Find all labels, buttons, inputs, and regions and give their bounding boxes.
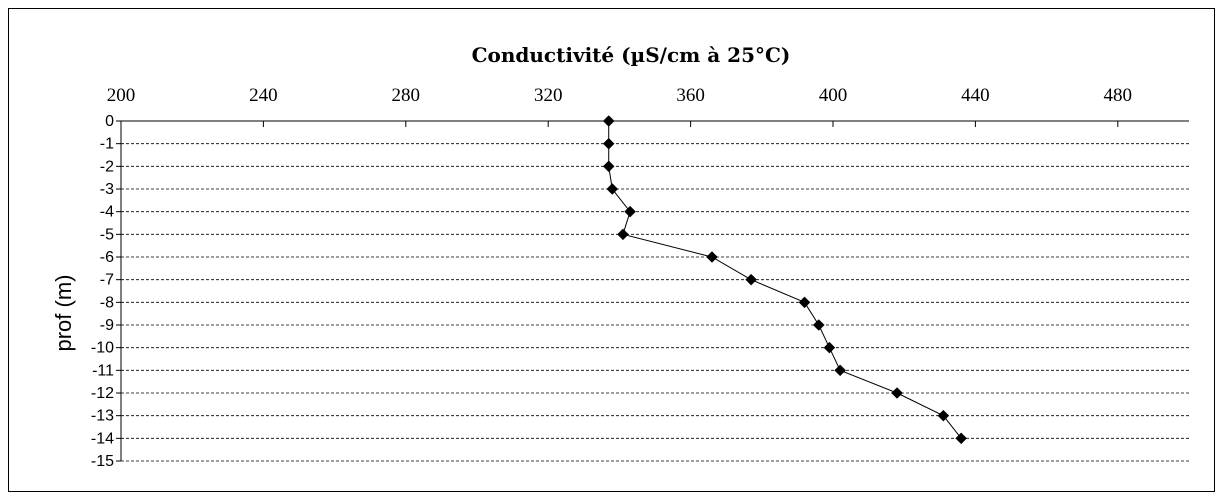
chart-title: Conductivité (µS/cm à 25°C) bbox=[472, 43, 791, 67]
axes bbox=[116, 120, 1189, 462]
data-point-marker bbox=[937, 409, 950, 422]
data-point-marker bbox=[798, 296, 811, 309]
data-point-marker bbox=[812, 319, 825, 331]
x-tick-label: 360 bbox=[676, 85, 705, 106]
x-tick-label: 480 bbox=[1104, 85, 1133, 106]
y-tick-label: -8 bbox=[100, 294, 114, 311]
y-tick-label: -5 bbox=[100, 226, 114, 243]
y-tick-label: -1 bbox=[100, 136, 114, 153]
y-tick-label: -13 bbox=[91, 408, 114, 425]
x-tick-label: 440 bbox=[961, 85, 990, 106]
data-point-marker bbox=[834, 364, 846, 377]
y-tick-label: -12 bbox=[91, 385, 114, 402]
data-point-marker bbox=[606, 183, 619, 195]
y-tick-label: -9 bbox=[100, 317, 114, 334]
series-group bbox=[602, 115, 968, 445]
y-tick-label: -14 bbox=[91, 430, 114, 447]
y-tick-label: -7 bbox=[100, 272, 114, 289]
data-point-marker bbox=[955, 432, 968, 445]
data-point-marker bbox=[706, 251, 718, 263]
data-point-marker bbox=[617, 228, 629, 241]
data-point-marker bbox=[823, 341, 836, 354]
x-tick-label: 280 bbox=[392, 85, 421, 106]
y-tick-label: -4 bbox=[100, 204, 114, 221]
data-point-marker bbox=[602, 137, 615, 150]
data-point-marker bbox=[891, 387, 903, 399]
data-point-marker bbox=[602, 160, 615, 173]
y-axis-label: prof (m) bbox=[51, 275, 76, 352]
x-tick-labels: 200 240 280 320 360 400 440 480 bbox=[107, 85, 1132, 106]
grid-lines bbox=[121, 143, 1189, 462]
data-point-marker bbox=[745, 273, 757, 286]
y-tick-label: -11 bbox=[92, 362, 114, 379]
x-tick-label: 240 bbox=[249, 85, 278, 106]
y-tick-label: -10 bbox=[91, 340, 114, 357]
y-tick-label: -6 bbox=[100, 249, 114, 266]
y-tick-label: -15 bbox=[91, 453, 114, 470]
y-tick-label: 0 bbox=[105, 113, 114, 130]
x-tick-label: 320 bbox=[534, 85, 563, 106]
data-point-marker bbox=[624, 205, 636, 218]
y-tick-label: -3 bbox=[100, 181, 114, 198]
y-tick-labels: 0 -1 -2 -3 -4 -5 -6 -7 -8 -9 -10 -11 -12 -13 -14 -15 bbox=[91, 113, 114, 470]
chart-frame bbox=[8, 8, 1215, 492]
data-point-marker bbox=[602, 115, 615, 127]
x-tick-label: 200 bbox=[107, 85, 136, 106]
y-tick-label: -2 bbox=[100, 158, 114, 175]
x-tick-label: 400 bbox=[819, 85, 848, 106]
